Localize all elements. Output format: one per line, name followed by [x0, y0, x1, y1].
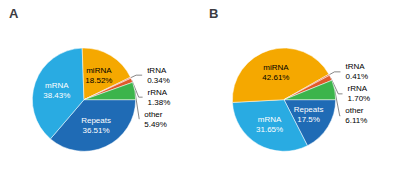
svg-text:1.70%: 1.70%	[348, 94, 371, 103]
svg-text:Repeats: Repeats	[294, 105, 324, 114]
svg-text:42.61%: 42.61%	[262, 73, 289, 82]
svg-text:36.51%: 36.51%	[82, 126, 109, 135]
svg-text:tRNA: tRNA	[147, 66, 167, 75]
svg-text:17.5%: 17.5%	[297, 115, 320, 124]
svg-text:18.52%: 18.52%	[85, 76, 112, 85]
svg-text:rRNA: rRNA	[348, 84, 368, 93]
svg-text:A: A	[9, 6, 19, 21]
svg-text:miRNA: miRNA	[263, 63, 289, 72]
svg-text:0.41%: 0.41%	[345, 72, 368, 81]
svg-text:5.49%: 5.49%	[144, 120, 167, 129]
svg-text:31.65%: 31.65%	[256, 125, 283, 134]
svg-text:1.38%: 1.38%	[148, 98, 171, 107]
svg-text:0.34%: 0.34%	[147, 76, 170, 85]
svg-text:other: other	[345, 106, 364, 115]
svg-text:mRNA: mRNA	[258, 115, 282, 124]
svg-text:other: other	[144, 110, 163, 119]
svg-text:38.43%: 38.43%	[43, 91, 70, 100]
svg-text:mRNA: mRNA	[45, 81, 69, 90]
svg-text:rRNA: rRNA	[148, 88, 168, 97]
svg-text:tRNA: tRNA	[345, 62, 365, 71]
svg-text:6.11%: 6.11%	[345, 116, 367, 125]
svg-text:Repeats: Repeats	[81, 116, 111, 125]
svg-text:B: B	[209, 6, 218, 21]
svg-text:miRNA: miRNA	[86, 66, 112, 75]
